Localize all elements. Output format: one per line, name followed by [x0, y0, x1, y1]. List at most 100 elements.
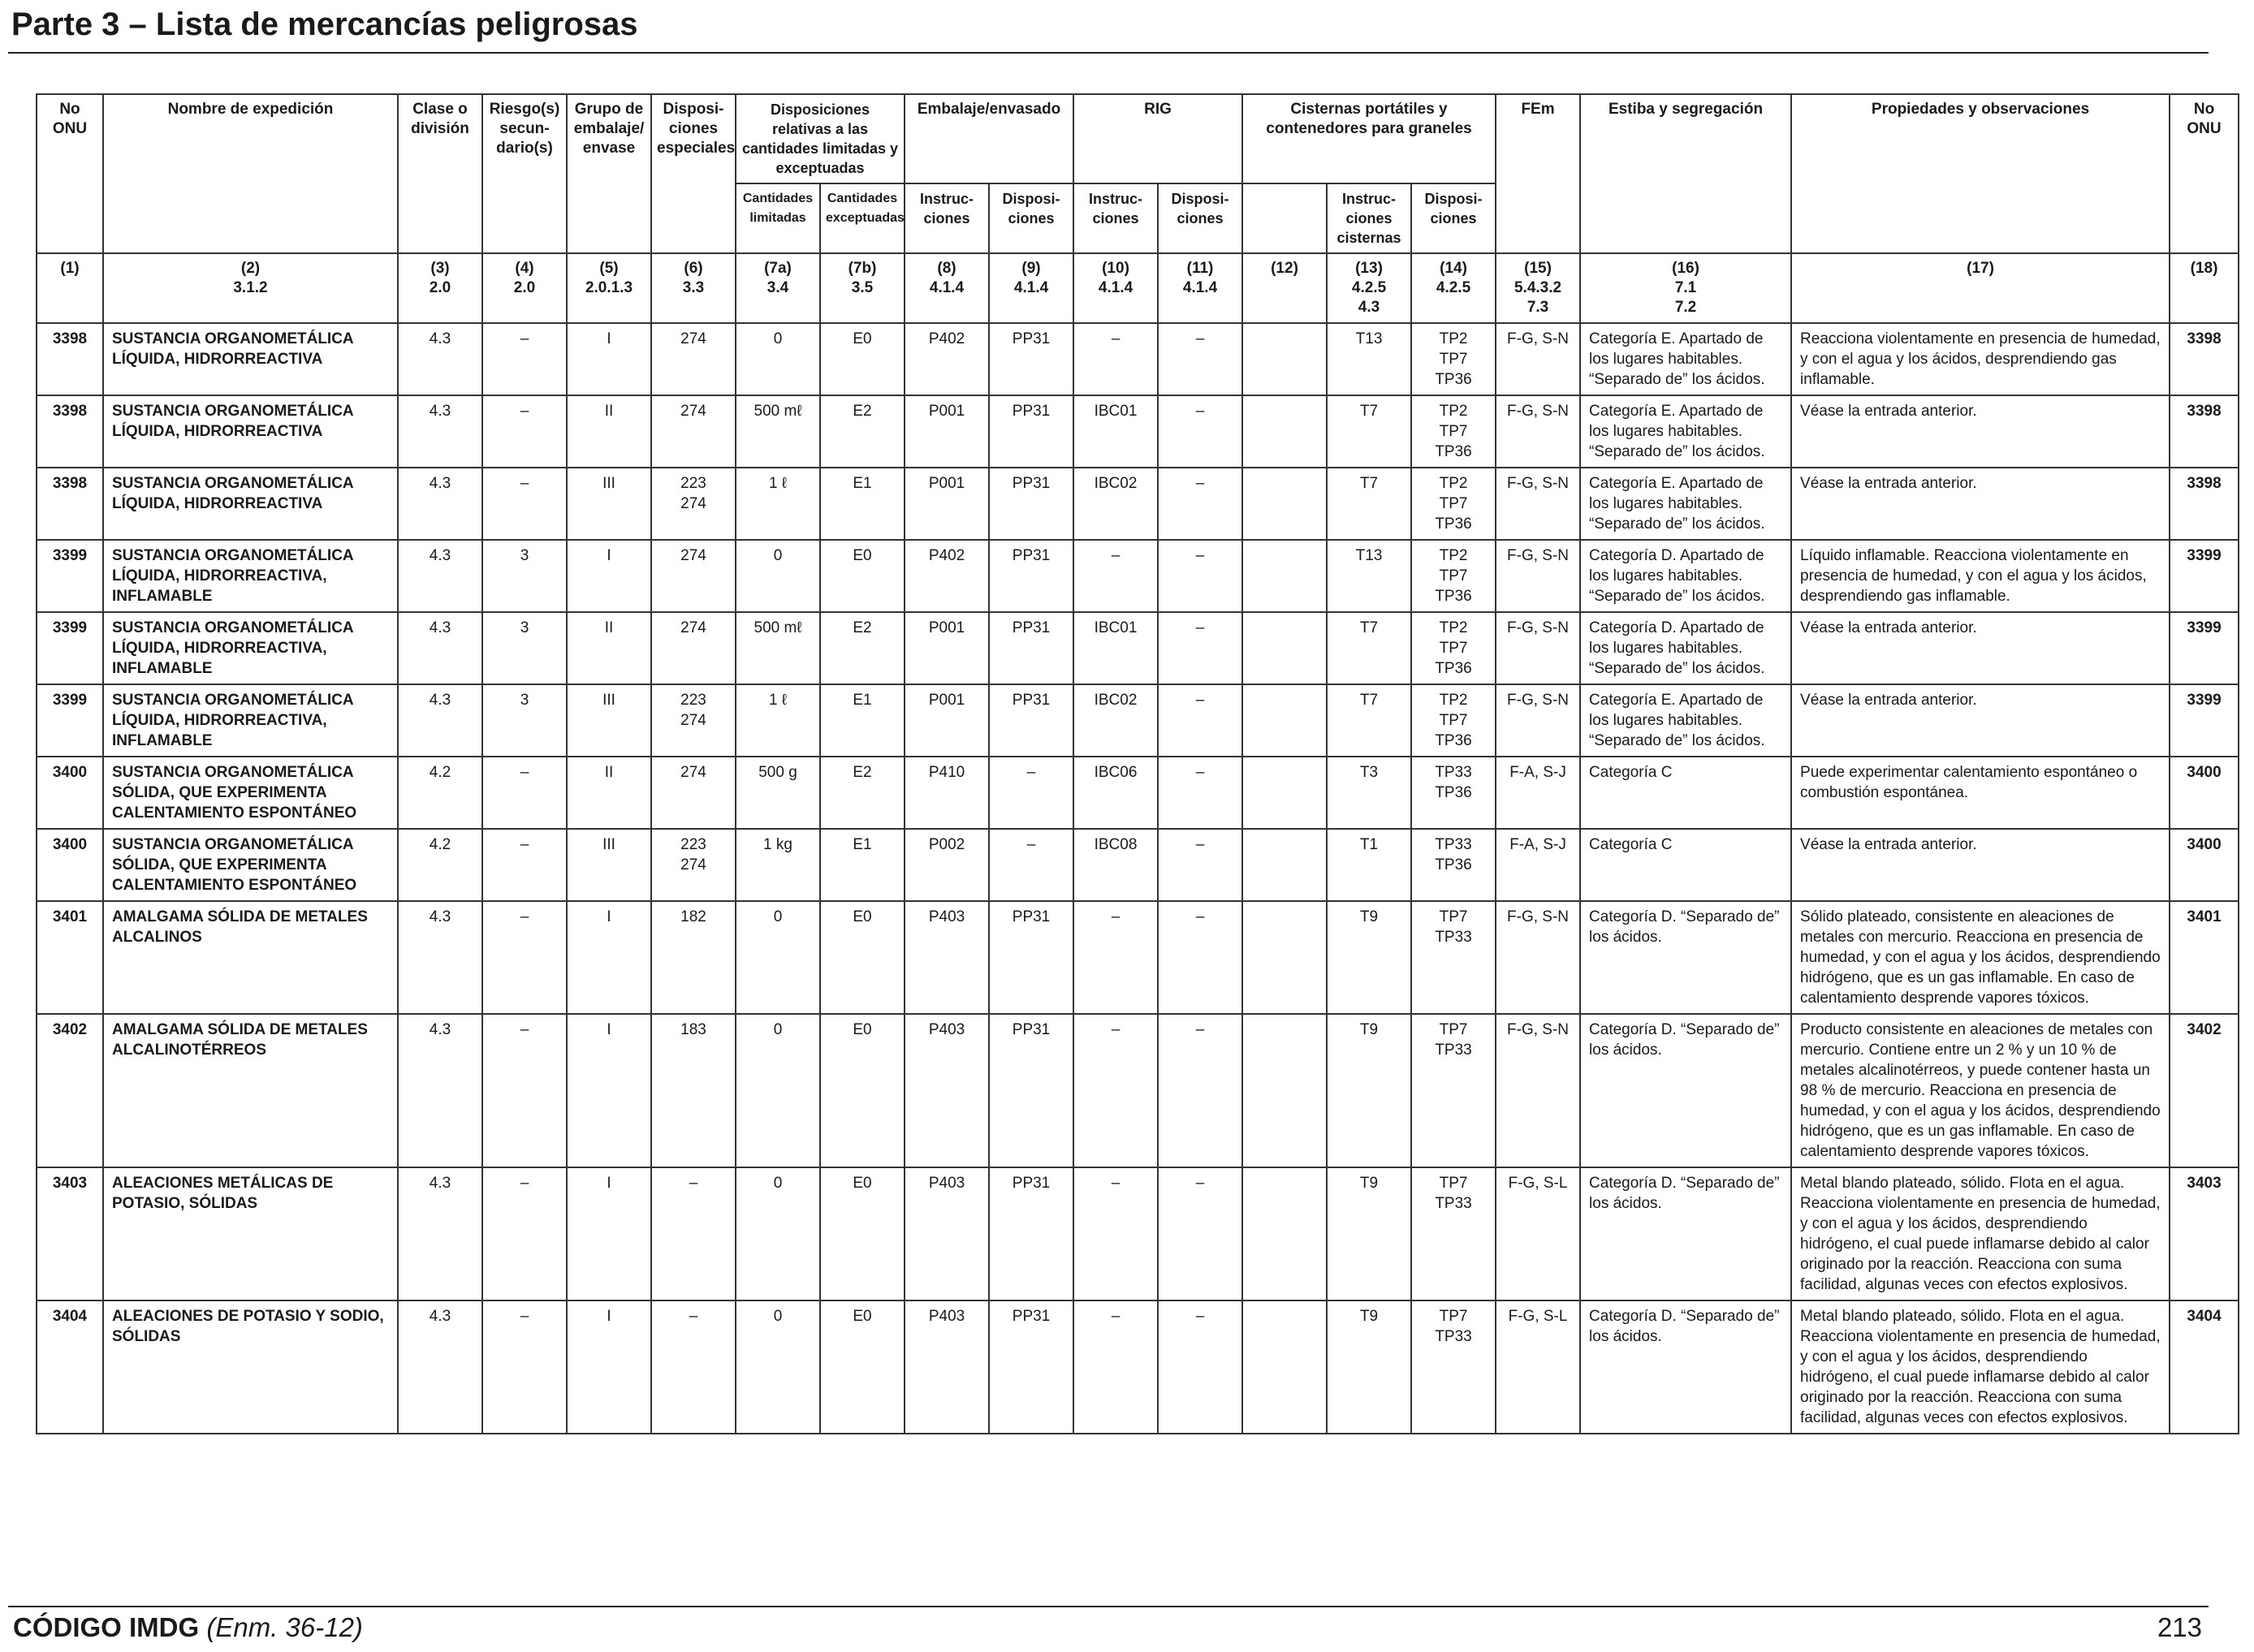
cell-stowage: Categoría C	[1579, 828, 1793, 902]
dangerous-goods-table-container: No ONU Nombre de expedición Clase o divi…	[36, 93, 2240, 1434]
col-tanks-header: Cisternas portátiles y contenedores para…	[1241, 93, 1497, 184]
cell-special-provisions: 274	[650, 539, 736, 613]
cell-packing-instr: P002	[904, 828, 991, 902]
cell-onu-right: 3398	[2169, 467, 2240, 541]
cell-onu-right: 3399	[2169, 611, 2240, 685]
cell-excepted-qty: E1	[818, 684, 906, 757]
cell-tank-prov: TP33 TP36	[1410, 828, 1497, 902]
cell-subsidiary-risk: –	[481, 756, 568, 830]
cell-onu-right: 3404	[2169, 1300, 2240, 1434]
cell-packing-instr: P410	[904, 756, 991, 830]
col-12-header	[1241, 183, 1328, 254]
cell-ems: F-A, S-J	[1495, 756, 1582, 830]
column-number-cell: (6) 3.3	[650, 252, 736, 324]
column-number-cell: (1)	[36, 252, 104, 324]
cell-stowage: Categoría C	[1579, 756, 1793, 830]
cell-packing-group: I	[566, 322, 652, 396]
cell-ems: F-G, S-L	[1495, 1167, 1582, 1301]
cell-stowage: Categoría D. Apartado de los lugares hab…	[1579, 539, 1793, 613]
column-number-cell: (15) 5.4.3.2 7.3	[1495, 252, 1582, 324]
cell-ibc-prov: –	[1157, 900, 1244, 1015]
table-row: 3403 ALEACIONES METÁLICAS DE POTASIO, SÓL…	[36, 1167, 2240, 1301]
cell-limited-qty: 0	[735, 1300, 821, 1434]
dangerous-goods-table: No ONU Nombre de expedición Clase o divi…	[36, 93, 2240, 1434]
table-row: 3400 SUSTANCIA ORGANOMETÁLICA SÓLIDA, QUE…	[36, 828, 2240, 902]
cell-special-provisions: 274	[650, 756, 736, 830]
cell-onu: 3398	[36, 322, 104, 396]
cell-tank-instr: T9	[1326, 1013, 1413, 1168]
cell-packing-prov: PP31	[988, 539, 1075, 613]
cell-properties: Líquido inflamable. Reacciona violentame…	[1790, 539, 2171, 613]
table-row: 3399 SUSTANCIA ORGANOMETÁLICA LÍQUIDA, HI…	[36, 611, 2240, 685]
cell-subsidiary-risk: 3	[481, 539, 568, 613]
cell-special-provisions: –	[650, 1300, 736, 1434]
cell-ibc-instr: IBC06	[1073, 756, 1159, 830]
cell-col12	[1241, 467, 1328, 541]
page-title: Parte 3 – Lista de mercancías peligrosas	[11, 6, 638, 42]
cell-excepted-qty: E2	[818, 395, 906, 468]
cell-properties: Sólido plateado, consistente en aleacion…	[1790, 900, 2171, 1015]
footer-edition: (Enm. 36-12)	[206, 1612, 363, 1642]
cell-special-provisions: 183	[650, 1013, 736, 1168]
cell-shipping-name: SUSTANCIA ORGANOMETÁLICA SÓLIDA, QUE EXP…	[102, 756, 399, 830]
cell-ibc-prov: –	[1157, 322, 1244, 396]
cell-col12	[1241, 756, 1328, 830]
cell-stowage: Categoría D. “Separado de” los ácidos.	[1579, 1300, 1793, 1434]
cell-subsidiary-risk: 3	[481, 684, 568, 757]
cell-packing-group: II	[566, 756, 652, 830]
footer-divider	[8, 1606, 2209, 1607]
cell-packing-group: III	[566, 684, 652, 757]
table-row: 3398 SUSTANCIA ORGANOMETÁLICA LÍQUIDA, HI…	[36, 467, 2240, 541]
column-number-cell: (18)	[2169, 252, 2240, 324]
footer-code-title: CÓDIGO IMDG	[13, 1612, 200, 1642]
cell-properties: Metal blando plateado, sólido. Flota en …	[1790, 1167, 2171, 1301]
col-ibc-header: RIG	[1073, 93, 1244, 184]
col-packaging-header: Embalaje/envasado	[904, 93, 1075, 184]
cell-properties: Puede experimentar calentamiento espontá…	[1790, 756, 2171, 830]
cell-col12	[1241, 322, 1328, 396]
cell-packing-prov: PP31	[988, 900, 1075, 1015]
cell-properties: Véase la entrada anterior.	[1790, 684, 2171, 757]
cell-col12	[1241, 1300, 1328, 1434]
cell-subsidiary-risk: –	[481, 395, 568, 468]
cell-class: 4.3	[397, 539, 483, 613]
column-number-cell: (14) 4.2.5	[1410, 252, 1497, 324]
cell-properties: Véase la entrada anterior.	[1790, 395, 2171, 468]
cell-packing-instr: P001	[904, 611, 991, 685]
cell-shipping-name: SUSTANCIA ORGANOMETÁLICA LÍQUIDA, HIDROR…	[102, 684, 399, 757]
cell-ems: F-G, S-N	[1495, 684, 1582, 757]
cell-excepted-qty: E1	[818, 467, 906, 541]
cell-shipping-name: AMALGAMA SÓLIDA DE METALES ALCALINOTÉRRE…	[102, 1013, 399, 1168]
cell-excepted-qty: E0	[818, 1300, 906, 1434]
cell-stowage: Categoría D. “Separado de” los ácidos.	[1579, 1167, 1793, 1301]
column-number-cell: (2) 3.1.2	[102, 252, 399, 324]
cell-special-provisions: 274	[650, 395, 736, 468]
cell-packing-instr: P001	[904, 467, 991, 541]
cell-special-provisions: 223 274	[650, 684, 736, 757]
cell-limited-qty: 0	[735, 539, 821, 613]
cell-shipping-name: AMALGAMA SÓLIDA DE METALES ALCALINOS	[102, 900, 399, 1015]
cell-ems: F-A, S-J	[1495, 828, 1582, 902]
cell-tank-prov: TP7 TP33	[1410, 1300, 1497, 1434]
col-stowage-header: Estiba y segregación	[1579, 93, 1793, 254]
col-11-header: Disposi- ciones	[1157, 183, 1244, 254]
cell-onu: 3400	[36, 756, 104, 830]
cell-shipping-name: SUSTANCIA ORGANOMETÁLICA LÍQUIDA, HIDROR…	[102, 611, 399, 685]
cell-properties: Metal blando plateado, sólido. Flota en …	[1790, 1300, 2171, 1434]
col-special-provisions-header: Disposi- ciones especiales	[650, 93, 736, 254]
column-number-cell: (4) 2.0	[481, 252, 568, 324]
cell-ibc-instr: –	[1073, 1013, 1159, 1168]
col-limited-quantities-header: Disposiciones relativas a las cantidades…	[734, 93, 906, 184]
cell-limited-qty: 1 ℓ	[735, 684, 821, 757]
table-body: 3398 SUSTANCIA ORGANOMETÁLICA LÍQUIDA, HI…	[36, 322, 2240, 1434]
cell-tank-instr: T1	[1326, 828, 1413, 902]
footer-code: CÓDIGO IMDG (Enm. 36-12)	[13, 1612, 363, 1643]
cell-ibc-prov: –	[1157, 395, 1244, 468]
column-number-cell: (12)	[1241, 252, 1328, 324]
cell-special-provisions: 223 274	[650, 828, 736, 902]
col-8-header: Instruc- ciones	[904, 183, 991, 254]
cell-class: 4.3	[397, 322, 483, 396]
cell-stowage: Categoría D. Apartado de los lugares hab…	[1579, 611, 1793, 685]
cell-packing-group: I	[566, 1300, 652, 1434]
table-row: 3400 SUSTANCIA ORGANOMETÁLICA SÓLIDA, QUE…	[36, 756, 2240, 830]
